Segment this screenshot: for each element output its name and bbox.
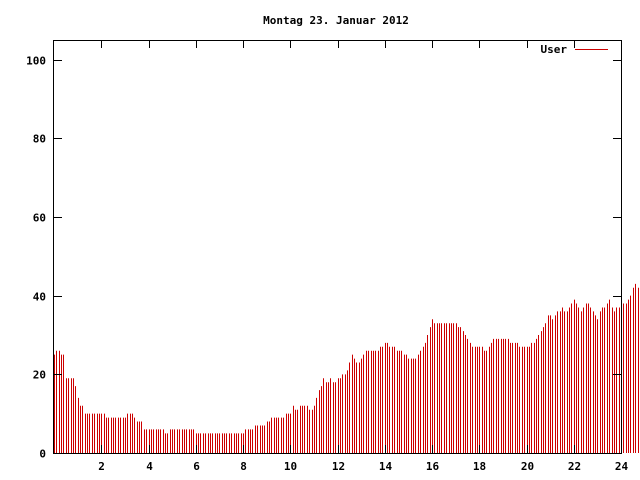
x-tick-label: 24 [615,460,629,473]
x-tick-label: 2 [98,460,105,473]
x-tick-label: 4 [146,460,153,473]
plot-frame [53,40,622,454]
x-tick-label: 22 [568,460,581,473]
y-tick-label: 20 [33,369,46,382]
x-tick-label: 18 [473,460,486,473]
x-tick-label: 14 [379,460,393,473]
y-tick-label: 100 [26,55,46,68]
x-tick-label: 16 [426,460,440,473]
x-tick-label: 10 [284,460,297,473]
x-tick-label: 8 [240,460,247,473]
x-tick-label: 20 [521,460,534,473]
y-tick-label: 80 [33,133,46,146]
legend: User [541,43,608,56]
legend-label-user: User [541,43,568,56]
y-tick-label: 40 [33,291,46,304]
y-tick-label: 60 [33,212,46,225]
x-axis: 2 4 6 8 10 12 14 16 18 20 22 24 [98,40,628,473]
bars-group [54,283,639,453]
x-tick-label: 6 [193,460,200,473]
y-axis: 0 20 40 60 80 100 [26,55,621,461]
y-tick-label: 0 [39,448,46,461]
x-tick-label: 12 [332,460,345,473]
chart-title: Montag 23. Januar 2012 [263,14,409,27]
